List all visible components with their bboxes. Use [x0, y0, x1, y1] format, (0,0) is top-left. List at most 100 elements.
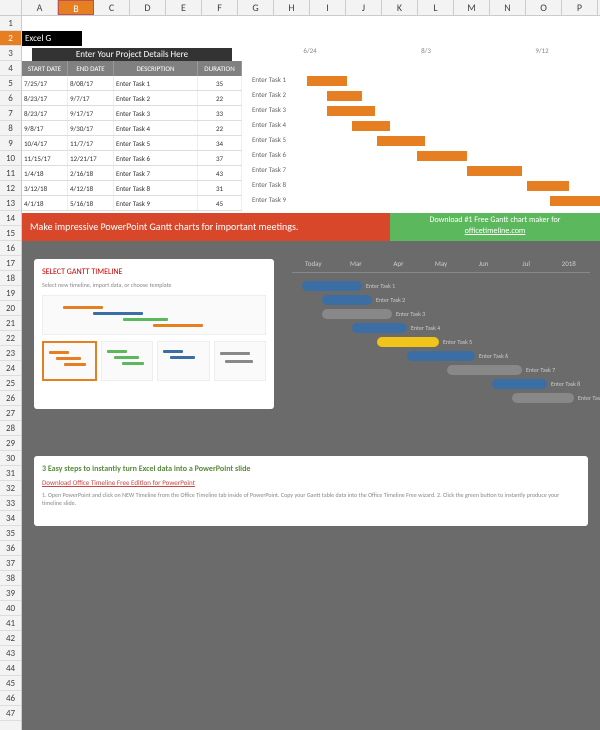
- column-header[interactable]: P: [562, 0, 598, 15]
- row-header[interactable]: 45: [0, 676, 21, 691]
- row-header[interactable]: 8: [0, 121, 21, 136]
- table-row[interactable]: 10/4/1711/7/17Enter Task 534: [22, 136, 242, 151]
- row-header[interactable]: 28: [0, 421, 21, 436]
- column-header[interactable]: M: [454, 0, 490, 15]
- title-cell[interactable]: Excel G: [22, 31, 82, 46]
- row-header[interactable]: 39: [0, 586, 21, 601]
- timeline-bar: [447, 365, 522, 375]
- column-header[interactable]: G: [238, 0, 274, 15]
- column-header[interactable]: E: [166, 0, 202, 15]
- gantt-task-label: Enter Task 8: [252, 180, 286, 189]
- column-header[interactable]: O: [526, 0, 562, 15]
- column-header[interactable]: L: [418, 0, 454, 15]
- gantt-task-label: Enter Task 5: [252, 135, 286, 144]
- timeline-bar: [492, 379, 547, 389]
- row-header[interactable]: 37: [0, 556, 21, 571]
- row-header[interactable]: 20: [0, 301, 21, 316]
- row-header[interactable]: 27: [0, 406, 21, 421]
- table-row[interactable]: 1/4/182/16/18Enter Task 743: [22, 166, 242, 181]
- row-header[interactable]: 44: [0, 661, 21, 676]
- column-header[interactable]: A: [22, 0, 58, 15]
- row-header[interactable]: 23: [0, 346, 21, 361]
- timeline-bar: [377, 337, 439, 347]
- column-header[interactable]: H: [274, 0, 310, 15]
- row-header[interactable]: 13: [0, 196, 21, 211]
- row-header[interactable]: 36: [0, 541, 21, 556]
- corner-cell[interactable]: [0, 0, 22, 15]
- row-header[interactable]: 33: [0, 496, 21, 511]
- row-header[interactable]: 7: [0, 106, 21, 121]
- gantt-date: 9/12: [484, 46, 600, 61]
- row-header[interactable]: 35: [0, 526, 21, 541]
- banner-text: Make impressive PowerPoint Gantt charts …: [22, 213, 390, 241]
- steps-download-link[interactable]: Download Office Timeline Free Edition fo…: [42, 478, 580, 487]
- row-header[interactable]: 43: [0, 646, 21, 661]
- row-header[interactable]: 29: [0, 436, 21, 451]
- row-header[interactable]: 10: [0, 151, 21, 166]
- column-header[interactable]: N: [490, 0, 526, 15]
- download-button[interactable]: Download #1 Free Gantt chart maker for o…: [390, 213, 600, 241]
- template-thumb[interactable]: [214, 341, 267, 381]
- row-header[interactable]: 26: [0, 391, 21, 406]
- sheet-content[interactable]: Excel G Enter Your Project Details Here …: [22, 16, 600, 730]
- row-header[interactable]: 32: [0, 481, 21, 496]
- row-header[interactable]: 21: [0, 316, 21, 331]
- column-header[interactable]: B: [58, 0, 94, 15]
- col-start-date: START DATE: [22, 61, 68, 76]
- gantt-task-label: Enter Task 1: [252, 75, 286, 84]
- row-header[interactable]: 38: [0, 571, 21, 586]
- table-row[interactable]: 7/25/178/08/17Enter Task 135: [22, 76, 242, 91]
- column-header[interactable]: K: [382, 0, 418, 15]
- row-header[interactable]: 14: [0, 211, 21, 226]
- row-header[interactable]: 31: [0, 466, 21, 481]
- row-header[interactable]: 25: [0, 376, 21, 391]
- row-header[interactable]: 15: [0, 226, 21, 241]
- table-row[interactable]: 8/23/179/7/17Enter Task 222: [22, 91, 242, 106]
- gantt-date-axis: 6/24 8/3 9/12: [252, 46, 600, 61]
- row-header[interactable]: 46: [0, 691, 21, 706]
- column-header[interactable]: C: [94, 0, 130, 15]
- row-header[interactable]: 5: [0, 76, 21, 91]
- row-header[interactable]: 3: [0, 46, 21, 61]
- table-row[interactable]: 4/1/185/16/18Enter Task 945: [22, 196, 242, 211]
- column-header[interactable]: I: [310, 0, 346, 15]
- gantt-task-label: Enter Task 4: [252, 120, 286, 129]
- table-row[interactable]: 8/23/179/17/17Enter Task 333: [22, 106, 242, 121]
- row-header[interactable]: 2: [0, 31, 21, 46]
- row-header[interactable]: 42: [0, 631, 21, 646]
- steps-card: 3 Easy steps to instantly turn Excel dat…: [34, 456, 588, 526]
- row-header[interactable]: 9: [0, 136, 21, 151]
- template-thumb[interactable]: [101, 341, 154, 381]
- row-header[interactable]: 34: [0, 511, 21, 526]
- timeline-bar-label: Enter Task 3: [396, 310, 425, 318]
- row-header[interactable]: 16: [0, 241, 21, 256]
- template-thumb[interactable]: [42, 341, 97, 381]
- column-headers: ABCDEFGHIJKLMNOP: [0, 0, 600, 16]
- row-header[interactable]: 6: [0, 91, 21, 106]
- row-header[interactable]: 17: [0, 256, 21, 271]
- gantt-task-label: Enter Task 7: [252, 165, 286, 174]
- table-row[interactable]: 11/15/1712/21/17Enter Task 637: [22, 151, 242, 166]
- row-header[interactable]: 30: [0, 451, 21, 466]
- row-header[interactable]: 18: [0, 271, 21, 286]
- row-header[interactable]: 12: [0, 181, 21, 196]
- row-header[interactable]: 22: [0, 331, 21, 346]
- row-header[interactable]: 19: [0, 286, 21, 301]
- column-header[interactable]: J: [346, 0, 382, 15]
- row-header[interactable]: 24: [0, 361, 21, 376]
- row-header[interactable]: 47: [0, 706, 21, 721]
- card-subtitle: Select new timeline, import data, or cho…: [42, 281, 266, 289]
- banner-link[interactable]: officetimeline.com: [465, 226, 526, 236]
- row-header[interactable]: 40: [0, 601, 21, 616]
- card-preview-large[interactable]: [42, 295, 266, 335]
- row-header[interactable]: 41: [0, 616, 21, 631]
- row-header[interactable]: 1: [0, 16, 21, 31]
- column-header[interactable]: F: [202, 0, 238, 15]
- template-thumb[interactable]: [157, 341, 210, 381]
- table-row[interactable]: 9/8/179/30/17Enter Task 422: [22, 121, 242, 136]
- column-header[interactable]: D: [130, 0, 166, 15]
- row-header[interactable]: 4: [0, 61, 21, 76]
- table-row[interactable]: 3/12/184/12/18Enter Task 831: [22, 181, 242, 196]
- project-details-bar[interactable]: Enter Your Project Details Here: [32, 48, 232, 61]
- row-header[interactable]: 11: [0, 166, 21, 181]
